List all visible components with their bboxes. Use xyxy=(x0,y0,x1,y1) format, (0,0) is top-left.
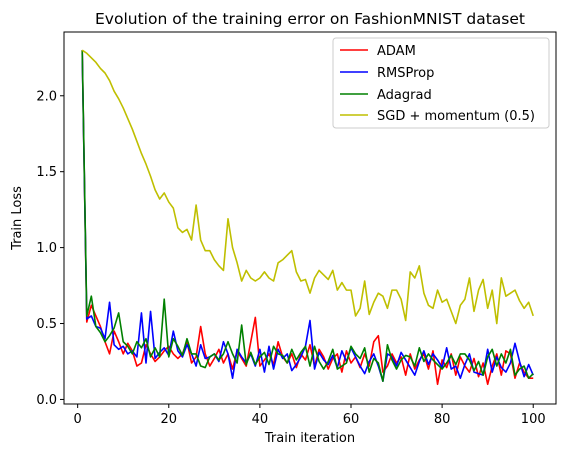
x-tick-label: 80 xyxy=(434,412,451,427)
plot-frame xyxy=(63,31,557,405)
x-tick-label: 0 xyxy=(74,412,82,427)
series-line-sgd-momentum-0-5 xyxy=(81,49,534,325)
y-tick-label: 0.5 xyxy=(36,317,57,332)
legend: ADAM RMSProp Adagrad SGD + momentum (0.5… xyxy=(332,37,550,129)
chart-title: Evolution of the training error on Fashi… xyxy=(95,10,525,28)
x-axis: 0 20 40 60 80 100 xyxy=(74,404,546,427)
legend-label-rmsprop: RMSProp xyxy=(377,66,434,81)
y-tick-label: 1.0 xyxy=(36,241,57,256)
y-axis: 0.0 0.5 1.0 1.5 2.0 xyxy=(36,89,64,408)
x-tick-label: 20 xyxy=(161,412,178,427)
series-line-adagrad xyxy=(81,50,534,383)
series-line-adam xyxy=(81,50,534,386)
x-axis-label: Train iteration xyxy=(264,431,355,446)
x-tick-label: 40 xyxy=(252,412,269,427)
legend-label-adam: ADAM xyxy=(377,44,416,59)
y-tick-label: 2.0 xyxy=(36,89,57,104)
series-line-rmsprop xyxy=(81,53,534,383)
legend-label-adagrad: Adagrad xyxy=(377,88,432,103)
y-tick-label: 0.0 xyxy=(36,393,57,408)
legend-box xyxy=(332,37,550,129)
y-tick-label: 1.5 xyxy=(36,165,57,180)
x-tick-label: 60 xyxy=(343,412,360,427)
series-layer xyxy=(81,49,534,386)
x-tick-label: 100 xyxy=(521,412,546,427)
legend-label-sgd-momentum: SGD + momentum (0.5) xyxy=(377,109,535,124)
y-axis-label: Train Loss xyxy=(10,186,25,251)
